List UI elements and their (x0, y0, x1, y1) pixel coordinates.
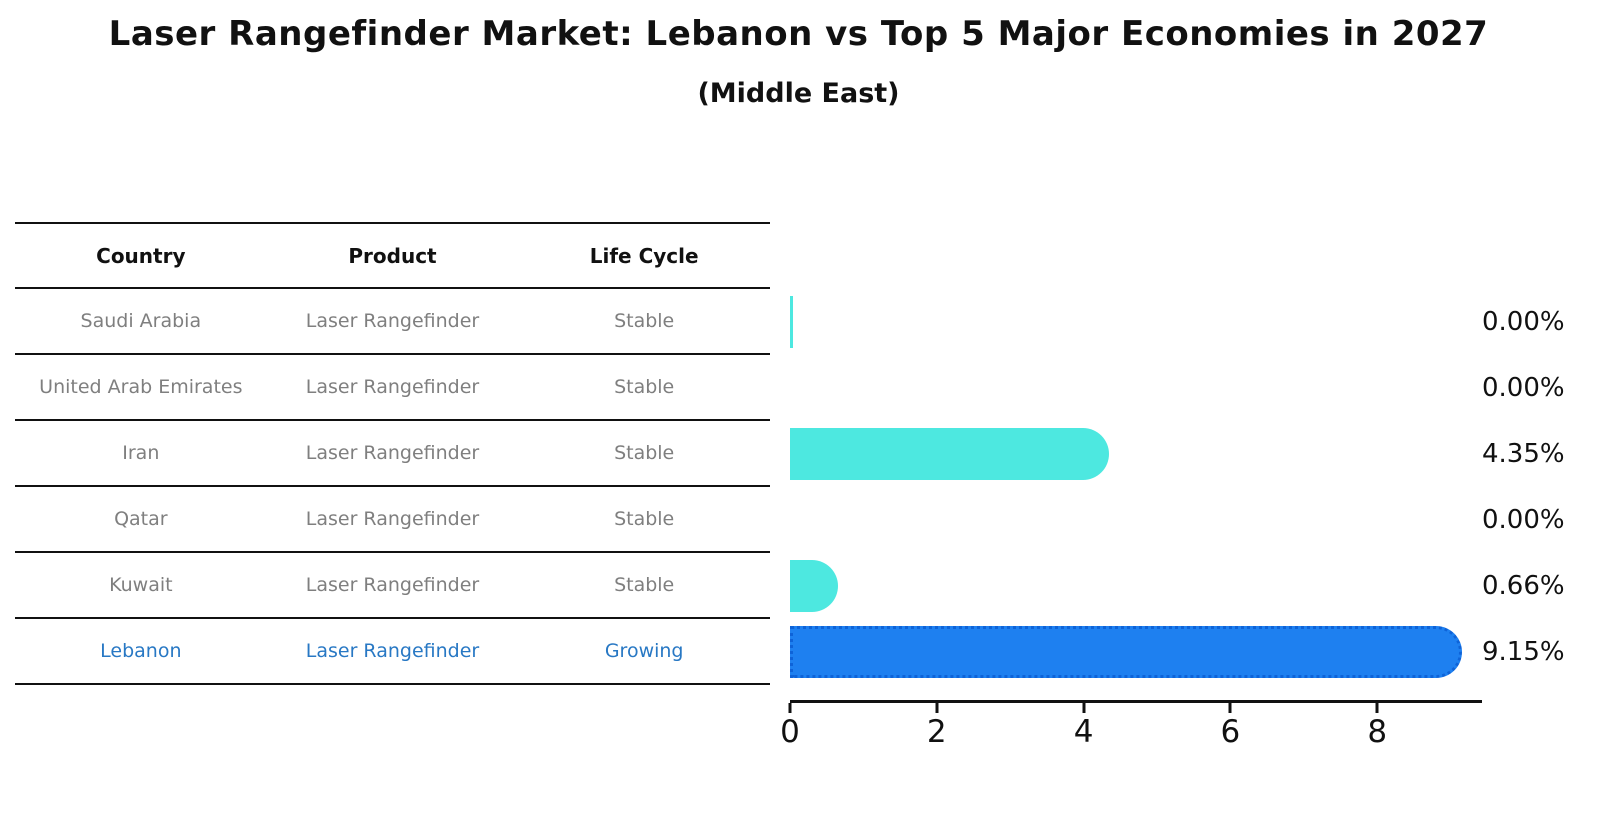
value-label: 0.00% (1482, 505, 1565, 535)
bar-row (790, 421, 1480, 487)
cell-product: Laser Rangefinder (305, 508, 480, 530)
x-axis-tick-label: 8 (1367, 714, 1388, 750)
x-axis-tick (935, 703, 939, 713)
x-axis-tick (1375, 703, 1379, 713)
x-axis-line (790, 700, 1482, 703)
x-axis-tick-label: 4 (1073, 714, 1094, 750)
bar-lebanon (790, 626, 1462, 678)
table-row: Qatar Laser Rangefinder Stable (15, 487, 770, 553)
cell-country: United Arab Emirates (39, 376, 243, 398)
value-label: 0.00% (1482, 373, 1565, 403)
x-axis-tick-label: 2 (926, 714, 947, 750)
value-label-column: 0.00% 0.00% 4.35% 0.00% 0.66% 9.15% (1482, 289, 1565, 685)
x-axis: 0 2 4 6 8 (780, 700, 1482, 760)
value-label: 4.35% (1482, 439, 1565, 469)
cell-country: Qatar (114, 508, 168, 530)
table-row: United Arab Emirates Laser Rangefinder S… (15, 355, 770, 421)
cell-life-cycle: Growing (604, 640, 684, 662)
country-table: Country Product Life Cycle Saudi Arabia … (15, 222, 770, 685)
bar-row (790, 487, 1480, 553)
bar-saudi-arabia (790, 296, 793, 348)
bar-row (790, 553, 1480, 619)
cell-product: Laser Rangefinder (305, 640, 480, 662)
chart-subtitle: (Middle East) (697, 78, 900, 109)
table-row: Kuwait Laser Rangefinder Stable (15, 553, 770, 619)
bar-kuwait (790, 560, 839, 612)
table-row: Iran Laser Rangefinder Stable (15, 421, 770, 487)
cell-product: Laser Rangefinder (305, 442, 480, 464)
chart-title: Laser Rangefinder Market: Lebanon vs Top… (108, 14, 1489, 54)
cell-country: Saudi Arabia (80, 310, 202, 332)
bar-iran (790, 428, 1110, 480)
bar-row (790, 289, 1480, 355)
cell-life-cycle: Stable (614, 442, 675, 464)
cell-product: Laser Rangefinder (305, 574, 480, 596)
cell-country: Iran (122, 442, 160, 464)
x-axis-tick (1082, 703, 1086, 713)
cell-life-cycle: Stable (614, 376, 675, 398)
bar-row (790, 619, 1480, 685)
value-label: 0.66% (1482, 571, 1565, 601)
cell-life-cycle: Stable (614, 574, 675, 596)
table-header-row: Country Product Life Cycle (15, 222, 770, 289)
value-label: 9.15% (1482, 637, 1565, 667)
x-axis-tick-label: 6 (1220, 714, 1241, 750)
cell-product: Laser Rangefinder (305, 376, 480, 398)
cell-country: Kuwait (109, 574, 173, 596)
header-cell-product: Product (348, 243, 437, 268)
cell-country: Lebanon (100, 640, 182, 662)
table-row: Saudi Arabia Laser Rangefinder Stable (15, 289, 770, 355)
cell-product: Laser Rangefinder (305, 310, 480, 332)
cell-life-cycle: Stable (614, 310, 675, 332)
cell-life-cycle: Stable (614, 508, 675, 530)
value-label: 0.00% (1482, 307, 1565, 337)
header-cell-life-cycle: Life Cycle (589, 243, 699, 268)
x-axis-tick (1228, 703, 1232, 713)
header-cell-country: Country (96, 243, 186, 268)
x-axis-tick (788, 703, 792, 713)
table-row-lebanon: Lebanon Laser Rangefinder Growing (15, 619, 770, 685)
x-axis-tick-label: 0 (780, 714, 800, 750)
bar-row (790, 355, 1480, 421)
bar-plot-area (790, 289, 1480, 685)
